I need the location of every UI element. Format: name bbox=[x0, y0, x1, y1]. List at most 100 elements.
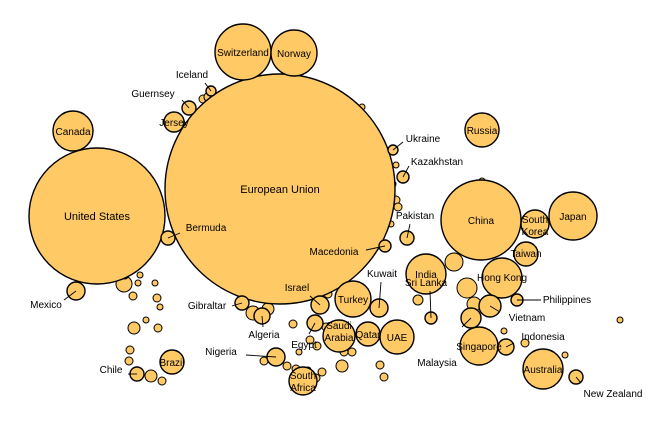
label-european-union: European Union bbox=[240, 184, 320, 196]
unlabeled-bubble bbox=[152, 293, 162, 303]
bubble-qatar bbox=[355, 321, 381, 347]
label-saudi-arabia: Saudi Arabia bbox=[325, 321, 354, 344]
unlabeled-bubble bbox=[392, 161, 400, 169]
bubble-canada bbox=[52, 110, 94, 152]
unlabeled-bubble bbox=[312, 341, 322, 351]
label-norway: Norway bbox=[277, 49, 311, 60]
label-bermuda: Bermuda bbox=[186, 223, 227, 234]
label-guernsey: Guernsey bbox=[131, 89, 174, 100]
leader-israel bbox=[309, 295, 321, 306]
bubbles bbox=[28, 23, 624, 396]
label-macedonia: Macedonia bbox=[310, 247, 359, 258]
bubble-european-union bbox=[164, 73, 396, 305]
leader-indonesia bbox=[505, 342, 515, 348]
unlabeled-bubble bbox=[500, 327, 508, 335]
unlabeled-bubble bbox=[282, 361, 292, 371]
label-turkey: Turkey bbox=[338, 295, 368, 306]
unlabeled-bubble bbox=[375, 360, 385, 370]
bubble-south-korea bbox=[520, 209, 550, 239]
unlabeled-bubble bbox=[153, 323, 163, 333]
leader-lines bbox=[63, 82, 582, 384]
bubble-russia bbox=[464, 112, 500, 148]
label-uae: UAE bbox=[387, 333, 408, 344]
unlabeled-bubble bbox=[379, 372, 389, 382]
label-israel: Israel bbox=[285, 283, 309, 294]
label-australia: Australia bbox=[524, 365, 563, 376]
leader-macedonia bbox=[365, 245, 386, 251]
label-indonesia: Indonesia bbox=[521, 332, 565, 343]
leader-iceland bbox=[204, 82, 212, 92]
label-egypt: Egypt bbox=[291, 340, 317, 351]
bubble-labels: European Union United States China Switzerl… bbox=[30, 48, 642, 400]
label-hong-kong: Hong Kong bbox=[477, 273, 527, 284]
label-south-korea: South Korea bbox=[522, 215, 549, 238]
unlabeled-bubble bbox=[157, 376, 167, 386]
label-new-zealand: New Zealand bbox=[584, 389, 643, 400]
label-kuwait: Kuwait bbox=[367, 269, 397, 280]
label-brazil: Brazil bbox=[159, 358, 184, 369]
label-gibraltar: Gibraltar bbox=[188, 301, 227, 312]
label-ukraine: Ukraine bbox=[406, 134, 441, 145]
unlabeled-bubble bbox=[128, 291, 138, 301]
label-malaysia: Malaysia bbox=[417, 358, 457, 369]
leader-kazakhstan bbox=[402, 165, 410, 178]
label-singapore: Singapore bbox=[456, 342, 502, 353]
bubble-brazil bbox=[159, 349, 185, 375]
label-pakistan: Pakistan bbox=[396, 211, 434, 222]
unlabeled-bubble bbox=[144, 369, 158, 383]
unlabeled-bubble bbox=[520, 338, 530, 348]
bubble-india bbox=[405, 253, 447, 295]
unlabeled-bubble bbox=[124, 356, 134, 366]
unlabeled-bubble bbox=[616, 316, 624, 324]
label-algeria: Algeria bbox=[248, 330, 280, 341]
label-south-africa: South Africa bbox=[290, 371, 316, 394]
label-qatar: Qatar bbox=[355, 330, 381, 341]
unlabeled-bubble bbox=[456, 277, 478, 299]
bubble-jersey bbox=[163, 111, 185, 133]
leader-vietnam bbox=[489, 305, 501, 313]
leader-ukraine bbox=[392, 141, 404, 151]
label-united-states: United States bbox=[64, 211, 131, 223]
bubble-turkey bbox=[334, 280, 372, 318]
leader-bermuda bbox=[167, 232, 181, 239]
label-sri-lanka: Sri Lanka bbox=[405, 278, 448, 289]
unlabeled-bubble bbox=[295, 348, 303, 356]
label-vietnam: Vietnam bbox=[509, 313, 546, 324]
label-kazakhstan: Kazakhstan bbox=[411, 157, 463, 168]
leader-pakistan bbox=[406, 223, 411, 239]
label-japan: Japan bbox=[559, 212, 586, 223]
unlabeled-bubble bbox=[393, 202, 403, 212]
unlabeled-bubble bbox=[142, 316, 150, 324]
unlabeled-bubble bbox=[125, 345, 135, 355]
label-taiwan: Taiwan bbox=[510, 249, 541, 260]
leader-egypt bbox=[308, 322, 316, 335]
bubble-hong-kong bbox=[481, 257, 523, 299]
bubble-norway bbox=[270, 29, 318, 77]
unlabeled-bubble bbox=[305, 335, 315, 345]
leader-guernsey bbox=[181, 99, 190, 109]
unlabeled-bubble bbox=[444, 252, 464, 272]
label-chile: Chile bbox=[100, 365, 123, 376]
unlabeled-bubble bbox=[335, 359, 349, 373]
label-nigeria: Nigeria bbox=[205, 347, 237, 358]
leader-kuwait bbox=[378, 281, 382, 309]
label-china: China bbox=[468, 216, 495, 227]
leader-gibraltar bbox=[231, 302, 243, 307]
leader-malaysia bbox=[461, 317, 472, 328]
bubble-saudi-arabia bbox=[322, 319, 356, 353]
bubble-australia bbox=[522, 348, 564, 390]
bubble-united-states bbox=[28, 147, 166, 285]
label-switzerland: Switzerland bbox=[217, 48, 269, 59]
unlabeled-bubble bbox=[317, 367, 327, 377]
unlabeled-bubble bbox=[412, 294, 424, 306]
label-mexico: Mexico bbox=[30, 300, 62, 311]
leader-new-zealand bbox=[575, 376, 582, 384]
bubble-south-africa bbox=[288, 366, 318, 396]
leader-sri-lanka bbox=[429, 290, 432, 319]
unlabeled-bubble bbox=[347, 347, 357, 357]
label-philippines: Philippines bbox=[543, 295, 591, 306]
unlabeled-bubble bbox=[561, 351, 569, 359]
label-jersey: Jersey bbox=[159, 118, 188, 129]
unlabeled-bubble bbox=[136, 271, 144, 279]
label-india: India bbox=[415, 270, 437, 281]
